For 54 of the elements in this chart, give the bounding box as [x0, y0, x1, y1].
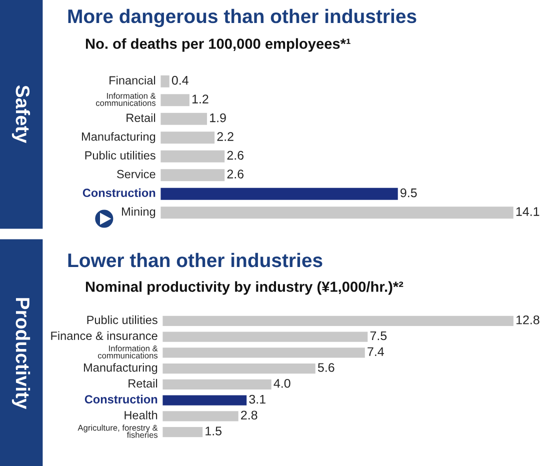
- data-label: 2.6: [227, 150, 244, 160]
- chart-subtitle: Nominal productivity by industry (¥1,000/hr.)*²: [86, 281, 404, 295]
- y-tick-label: Health: [124, 410, 158, 420]
- bar: [160, 186, 400, 202]
- data-label: 1.9: [210, 113, 226, 122]
- chart-subtitle: No. of deaths per 100,000 employees*¹: [86, 38, 350, 52]
- y-tick-label: Retail: [126, 113, 156, 122]
- bar: [162, 426, 204, 438]
- bar: [160, 168, 226, 183]
- data-label: 0.4: [172, 76, 188, 85]
- chart-title: Lower than other industries: [68, 252, 322, 268]
- y-tick-label: Finance & insurance: [51, 331, 158, 340]
- bar: [160, 92, 191, 108]
- bar: [160, 148, 226, 164]
- data-label: 2.8: [241, 410, 258, 420]
- y-tick-label: Manufacturing: [82, 132, 156, 144]
- data-label: 4.0: [274, 378, 290, 388]
- y-tick-label: Information & communications: [98, 345, 158, 359]
- bar: [162, 330, 370, 344]
- data-label: 9.5: [400, 188, 417, 198]
- chart-title: More dangerous than other industries: [68, 8, 416, 28]
- data-label: 2.6: [227, 170, 244, 178]
- y-tick-label: Construction: [84, 394, 158, 404]
- data-label: 1.2: [192, 94, 208, 104]
- bar: [160, 205, 515, 220]
- bar: [160, 111, 208, 126]
- y-tick-label: Construction: [82, 188, 156, 198]
- y-tick-label: Retail: [128, 378, 158, 388]
- data-label: 7.5: [370, 331, 387, 340]
- y-tick-label: Financial: [110, 76, 156, 85]
- bar: [160, 130, 216, 146]
- data-label: 1.5: [206, 426, 222, 436]
- y-tick-label: Service: [117, 170, 156, 178]
- bar: [162, 410, 240, 423]
- y-tick-label: Mining: [122, 207, 156, 218]
- y-tick-label: Public utilities: [87, 315, 158, 324]
- data-label: 7.4: [368, 347, 384, 356]
- bar: [162, 314, 515, 328]
- y-tick-label: Information & communications: [96, 92, 156, 106]
- data-label: 3.1: [249, 394, 266, 404]
- bar: [162, 394, 248, 407]
- data-label: 2.2: [217, 132, 234, 141]
- bar: [162, 378, 273, 391]
- data-label: 5.6: [318, 363, 334, 372]
- data-label: 12.8: [516, 315, 540, 324]
- bar: [162, 346, 366, 360]
- text: Productivity: [12, 298, 30, 410]
- data-label: 14.1: [516, 207, 540, 216]
- y-tick-label: Public utilities: [85, 150, 156, 160]
- text: Safety: [12, 85, 30, 144]
- y-tick-label: Manufacturing: [84, 363, 158, 374]
- bar: [160, 74, 171, 89]
- y-tick-label: Agriculture, forestry & fisheries: [78, 424, 158, 438]
- bar: [162, 362, 317, 375]
